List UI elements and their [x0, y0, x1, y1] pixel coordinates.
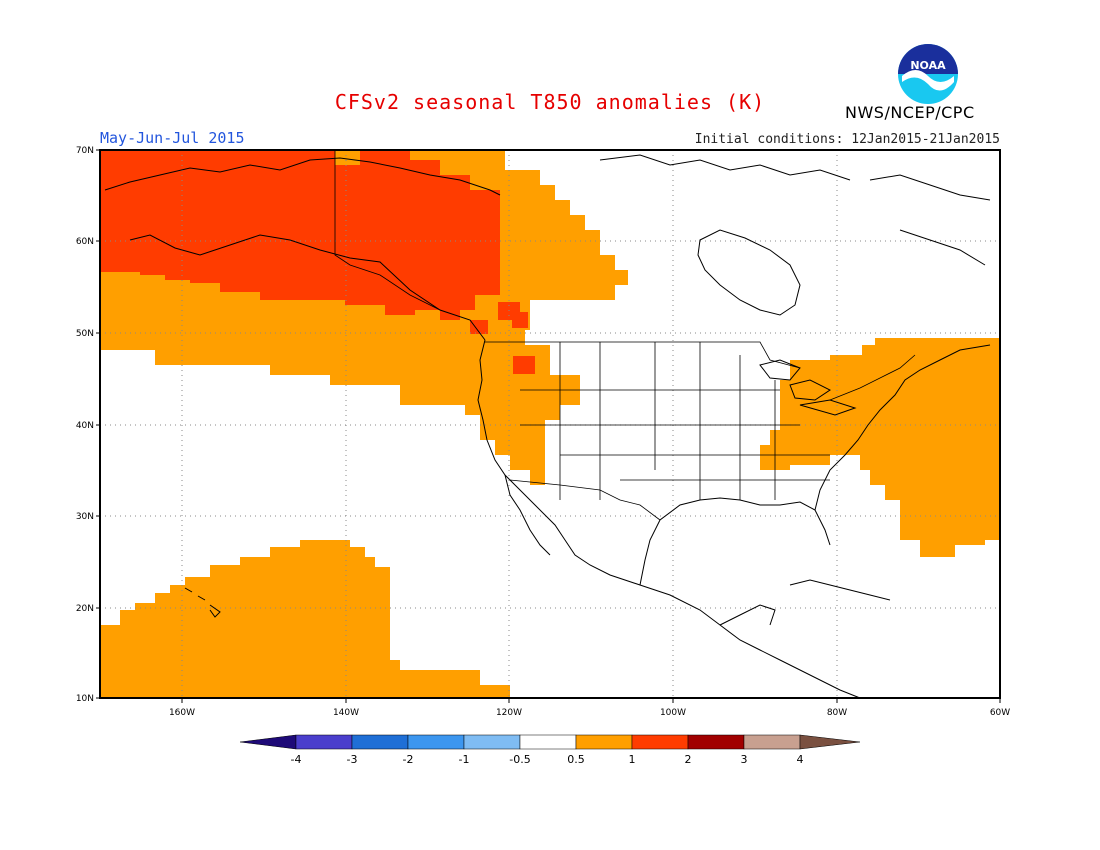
colorbar-swatch-9 [743, 734, 801, 750]
anomaly-patch-red-4 [470, 320, 488, 334]
lat-tick-marks [96, 149, 100, 699]
lat-label-60n: 60N [76, 237, 94, 247]
colorbar-label-m4: -4 [291, 753, 302, 766]
lon-label-60w: 60W [990, 708, 1010, 718]
political-borders [334, 150, 916, 521]
noaa-logo-text: NOAA [910, 59, 946, 72]
anomaly-region-warm-2 [100, 150, 500, 320]
anomaly-region-warm-1-east [760, 338, 1000, 557]
lat-label-50n: 50N [76, 329, 94, 339]
chart-title: CFSv2 seasonal T850 anomalies (K) [334, 90, 766, 114]
anomaly-field [100, 150, 1000, 697]
colorbar-swatch-5 [519, 734, 577, 750]
lon-label-140w: 140W [333, 708, 359, 718]
colorbar-swatch-1 [295, 734, 353, 750]
lon-label-100w: 100W [660, 708, 686, 718]
colorbar-swatch-2 [351, 734, 409, 750]
lat-label-70n: 70N [76, 146, 94, 156]
lat-label-20n: 20N [76, 604, 94, 614]
lat-label-40n: 40N [76, 421, 94, 431]
colorbar-label-m05: -0.5 [509, 753, 530, 766]
noaa-logo: NOAA [898, 44, 958, 104]
colorbar-swatch-8 [687, 734, 745, 750]
colorbar-arrow-low [239, 734, 297, 750]
colorbar-label-p05: 0.5 [567, 753, 585, 766]
colorbar-label-m2: -2 [403, 753, 414, 766]
agency-label: NWS/NCEP/CPC [845, 103, 975, 122]
forecast-period: May-Jun-Jul 2015 [100, 129, 245, 147]
lon-label-120w: 120W [496, 708, 522, 718]
anomaly-patch-red-3 [513, 356, 535, 374]
colorbar-label-p1: 1 [629, 753, 636, 766]
colorbar-swatch-6 [575, 734, 633, 750]
colorbar-label-m1: -1 [459, 753, 470, 766]
anomaly-region-warm-1-pacific [100, 540, 510, 697]
colorbar-swatch-3 [407, 734, 465, 750]
map-frame [99, 149, 1001, 699]
colorbar-label-m3: -3 [347, 753, 358, 766]
colorbar: -4 -3 -2 -1 -0.5 0.5 1 2 3 4 [239, 734, 861, 766]
initial-conditions: Initial conditions: 12Jan2015-21Jan2015 [694, 132, 1000, 147]
coastlines [104, 154, 991, 699]
lon-label-160w: 160W [169, 708, 195, 718]
lon-tick-marks [181, 698, 1001, 703]
colorbar-label-p3: 3 [741, 753, 748, 766]
lat-label-10n: 10N [76, 694, 94, 704]
lat-label-30n: 30N [76, 512, 94, 522]
colorbar-label-p2: 2 [685, 753, 692, 766]
lon-label-80w: 80W [827, 708, 847, 718]
colorbar-arrow-high [799, 734, 861, 750]
colorbar-swatch-4 [463, 734, 521, 750]
colorbar-label-p4: 4 [797, 753, 804, 766]
anomaly-patch-red-2 [512, 312, 528, 328]
colorbar-swatch-7 [631, 734, 689, 750]
